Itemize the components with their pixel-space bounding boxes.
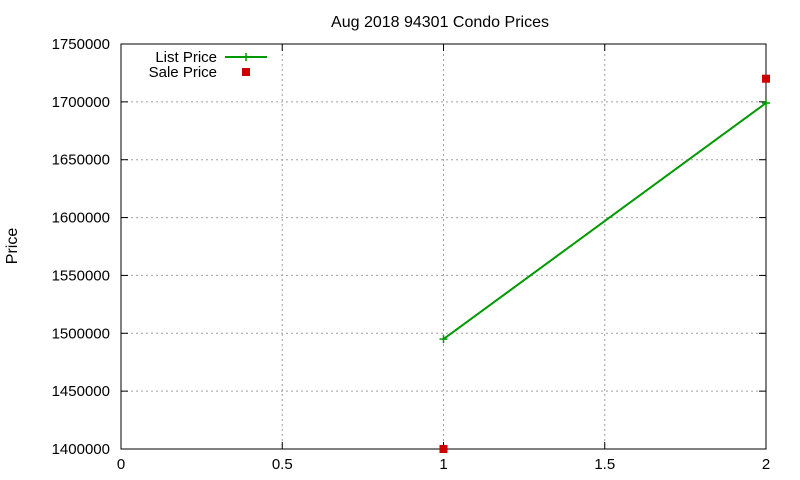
y-tick-label: 1600000 xyxy=(52,210,110,227)
grid-layer xyxy=(121,44,766,449)
x-tick-label: 1 xyxy=(439,456,447,473)
x-tick-label: 2 xyxy=(762,456,770,473)
chart-title: Aug 2018 94301 Condo Prices xyxy=(331,14,549,31)
x-tick-label: 1.5 xyxy=(594,456,615,473)
y-tick-label: 1450000 xyxy=(52,383,110,400)
axis-layer: 0 0.5 1 1.5 2 1400000 1450000 1500000 1550000 160… xyxy=(52,36,771,473)
y-axis-label: Price xyxy=(4,228,21,265)
y-tick-label: 1650000 xyxy=(52,152,110,169)
x-tick-label: 0 xyxy=(117,456,125,473)
list-price-point xyxy=(762,99,770,108)
y-tick-label: 1550000 xyxy=(52,267,110,284)
sale-price-point xyxy=(439,445,448,453)
legend-marker-sale-price xyxy=(242,68,250,76)
y-tick-label: 1700000 xyxy=(52,94,110,111)
y-tick-label: 1500000 xyxy=(52,325,110,342)
list-price-line xyxy=(442,102,767,340)
x-tick-label: 0.5 xyxy=(272,456,293,473)
list-price-point xyxy=(439,335,448,344)
legend-marker-list-price xyxy=(242,53,250,61)
y-tick-label: 1400000 xyxy=(52,441,110,458)
legend-label-sale-price: Sale Price xyxy=(149,64,217,81)
sale-price-point xyxy=(762,74,770,83)
y-tick-label: 1750000 xyxy=(52,36,110,53)
legend-label-list-price: List Price xyxy=(155,49,217,66)
series-layer xyxy=(439,74,770,453)
